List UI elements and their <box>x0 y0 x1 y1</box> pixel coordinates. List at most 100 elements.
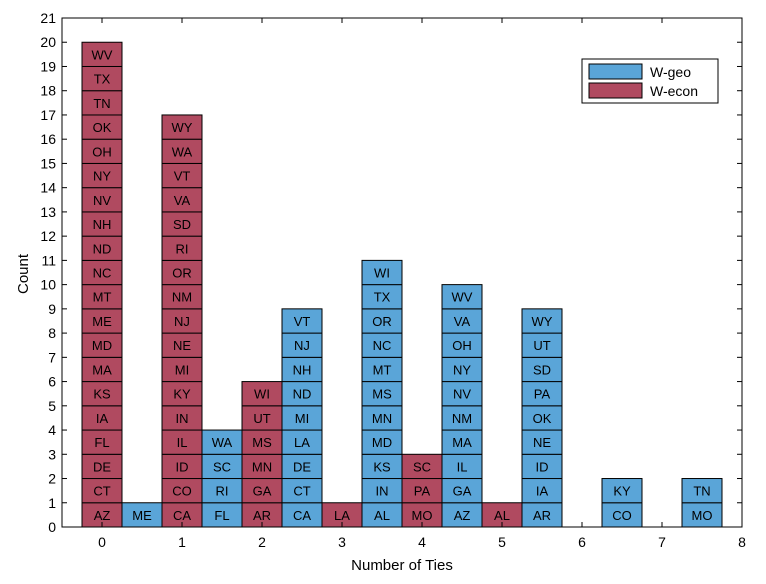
bar-cell-label: MS <box>252 435 272 450</box>
bar-cell-label: NM <box>172 290 192 305</box>
bar-cell-label: NE <box>173 338 191 353</box>
bar-cell-label: AL <box>374 508 390 523</box>
bar-stack-5: CA CT DE LA MI ND NH NJ VT <box>281 308 323 528</box>
y-tick-label: 7 <box>48 349 56 365</box>
bar-cell <box>81 356 123 383</box>
bar-cell-label: SC <box>213 459 231 474</box>
bar-cell <box>441 308 483 334</box>
bar-cell <box>201 453 243 480</box>
bar-cell <box>441 453 483 480</box>
legend-swatch-w-geo <box>588 63 643 80</box>
y-tick-label: 5 <box>48 398 56 414</box>
bar-cell <box>361 259 403 286</box>
bar-cell-label: WA <box>172 144 193 159</box>
bar-cell <box>441 381 483 407</box>
bar-cell-label: NM <box>452 411 472 426</box>
bar-cell <box>681 478 723 504</box>
bar-cell-label: NV <box>93 193 111 208</box>
y-tick-label: 15 <box>40 155 56 171</box>
bar-stack-3: FL RI SC WA <box>201 429 243 528</box>
bar-cell <box>161 453 203 480</box>
legend: W-geo W-econ <box>581 58 719 104</box>
bar-cell-label: LA <box>334 508 350 523</box>
bar-cell-label: GA <box>253 484 272 499</box>
bar-stack-4: AR GA MN MS UT WI <box>241 381 283 528</box>
bar-stack-0: AZ CT DE FL IA KS MA MD ME MT NC ND NH NV NY OH OK TN TX WV <box>81 41 123 528</box>
bar-cell <box>161 284 203 310</box>
bar-cell-label: MI <box>295 411 309 426</box>
bar-cell <box>81 405 123 431</box>
bars-layer: AZ CT DE FL IA KS MA MD ME MT NC ND NH NV NY OH OK TN TX WV… <box>81 41 723 528</box>
y-tick-label: 6 <box>48 374 56 390</box>
y-tick-label: 20 <box>40 34 56 50</box>
bar-cell-label: NJ <box>174 314 190 329</box>
bar-cell-label: WY <box>172 120 193 135</box>
bar-cell <box>81 65 123 92</box>
bar-cell <box>81 138 123 164</box>
bar-cell-label: CA <box>293 508 311 523</box>
bar-cell-label: OH <box>92 144 112 159</box>
bar-cell <box>361 308 403 334</box>
bar-cell <box>601 478 643 504</box>
bar-cell-label: MO <box>412 508 433 523</box>
bar-cell <box>201 478 243 504</box>
bar-cell <box>441 502 483 528</box>
y-tick-label: 16 <box>40 131 56 147</box>
bar-cell-label: SD <box>533 362 551 377</box>
bar-cell-label: RI <box>176 241 189 256</box>
bar-cell-label: OH <box>452 338 472 353</box>
bar-cell <box>81 162 123 189</box>
bar-cell-label: SD <box>173 217 191 232</box>
bar-cell-label: NY <box>93 169 111 184</box>
legend-swatch-w-econ <box>588 82 643 99</box>
x-tick-label: 2 <box>258 534 266 550</box>
bar-cell-label: NC <box>373 338 392 353</box>
bar-cell-label: MD <box>92 338 112 353</box>
bar-cell-label: WA <box>212 435 233 450</box>
y-tick-label: 21 <box>40 10 56 26</box>
bar-cell-label: MN <box>252 459 272 474</box>
bar-cell <box>161 259 203 286</box>
y-tick-label: 3 <box>48 446 56 462</box>
bar-cell-label: MA <box>452 435 472 450</box>
bar-cell-label: MD <box>372 435 392 450</box>
bar-cell <box>161 187 203 213</box>
bar-cell <box>361 405 403 431</box>
y-tick-label: 10 <box>40 277 56 293</box>
bar-cell <box>161 114 203 140</box>
bar-cell-label: ND <box>93 241 112 256</box>
bar-cell-label: ME <box>92 314 112 329</box>
bar-cell-label: OR <box>172 266 192 281</box>
bar-cell-label: SC <box>413 459 431 474</box>
bar-cell <box>441 284 483 310</box>
bar-cell <box>81 235 123 261</box>
bar-cell-label: NE <box>533 435 551 450</box>
bar-cell <box>441 429 483 455</box>
bar-cell <box>81 211 123 237</box>
bar-cell-label: KS <box>93 387 111 402</box>
bar-cell-label: AR <box>533 508 551 523</box>
bar-cell-label: NY <box>453 362 471 377</box>
bar-cell <box>201 502 243 528</box>
x-tick-label: 3 <box>338 534 346 550</box>
bar-stack-6: LA <box>321 502 363 528</box>
bar-stack-2: CA CO ID IL IN KY MI NE NJ NM OR RI SD VA VT WA WY <box>161 114 203 528</box>
y-tick-label: 9 <box>48 301 56 317</box>
bar-cell-label: IN <box>176 411 189 426</box>
y-tick-label: 17 <box>40 107 56 123</box>
bar-cell <box>441 332 483 358</box>
bar-stack-13: MO TN <box>681 478 723 528</box>
bar-cell <box>361 429 403 455</box>
bar-cell-label: IA <box>536 484 549 499</box>
bar-cell <box>121 502 163 528</box>
bar-cell <box>81 332 123 358</box>
bar-cell-label: UT <box>253 411 270 426</box>
bar-cell <box>521 308 563 334</box>
bar-cell <box>161 405 203 431</box>
bar-cell <box>81 308 123 334</box>
bar-cell-label: IN <box>376 484 389 499</box>
legend-label-w-econ: W-econ <box>650 83 698 99</box>
bar-cell-label: DE <box>293 459 311 474</box>
